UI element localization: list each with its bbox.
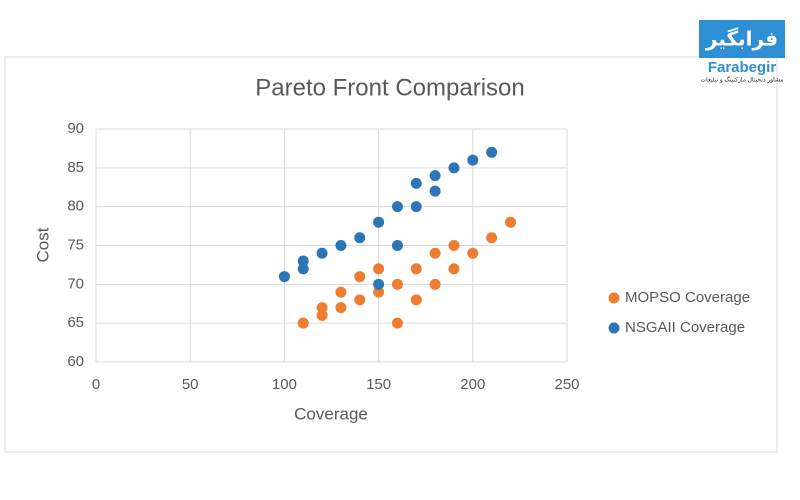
legend-marker xyxy=(608,292,620,304)
point xyxy=(504,216,516,228)
point xyxy=(335,302,347,314)
point xyxy=(354,232,366,244)
chart-frame xyxy=(4,56,778,453)
chart-title: Pareto Front Comparison xyxy=(255,74,524,101)
point xyxy=(410,263,422,275)
logo-box xyxy=(699,20,785,58)
point xyxy=(429,278,441,290)
point xyxy=(354,271,366,283)
point xyxy=(410,177,422,189)
y-tick-label: 70 xyxy=(67,275,84,292)
point xyxy=(297,263,309,275)
y-tick-label: 65 xyxy=(67,314,84,331)
legend-marker xyxy=(608,322,620,334)
x-axis-label: Coverage xyxy=(294,404,368,423)
point xyxy=(391,201,403,213)
y-axis-label: Cost xyxy=(33,227,52,262)
point xyxy=(373,286,385,298)
point xyxy=(373,216,385,228)
point xyxy=(429,247,441,259)
point xyxy=(297,317,309,329)
y-tick-label: 80 xyxy=(67,198,84,215)
x-tick-label: 200 xyxy=(460,376,485,393)
point xyxy=(335,286,347,298)
logo-tagline: مشاور دیجیتال مارکتینگ و تبلیغات xyxy=(700,76,783,84)
point xyxy=(410,201,422,213)
logo-name: Farabegir xyxy=(708,59,777,76)
x-tick-label: 100 xyxy=(272,376,297,393)
point xyxy=(335,240,347,251)
x-tick-label: 150 xyxy=(366,376,391,393)
point xyxy=(354,294,366,306)
point xyxy=(429,170,441,182)
point xyxy=(448,240,460,251)
point xyxy=(391,278,403,290)
point xyxy=(316,309,328,321)
y-tick-label: 85 xyxy=(67,159,84,176)
point xyxy=(467,247,479,259)
point xyxy=(486,232,498,244)
x-tick-label: 0 xyxy=(92,376,100,393)
point xyxy=(278,271,290,283)
x-tick-label: 50 xyxy=(182,376,199,393)
point xyxy=(391,240,403,251)
y-tick-label: 60 xyxy=(67,353,84,370)
point xyxy=(429,185,441,197)
point xyxy=(373,263,385,275)
legend-label: NSGAII Coverage xyxy=(625,319,745,336)
y-tick-label: 75 xyxy=(67,236,84,253)
point xyxy=(410,294,422,306)
point xyxy=(448,162,460,174)
point xyxy=(297,255,309,267)
point xyxy=(316,247,328,259)
point xyxy=(373,278,385,290)
y-tick-label: 90 xyxy=(67,120,84,137)
point xyxy=(467,154,479,166)
logo-persian: فرابگیر xyxy=(705,26,778,50)
x-tick-label: 250 xyxy=(554,376,579,393)
point xyxy=(391,317,403,329)
point xyxy=(448,263,460,275)
point xyxy=(316,302,328,314)
point xyxy=(486,146,498,158)
legend-label: MOPSO Coverage xyxy=(625,289,750,306)
